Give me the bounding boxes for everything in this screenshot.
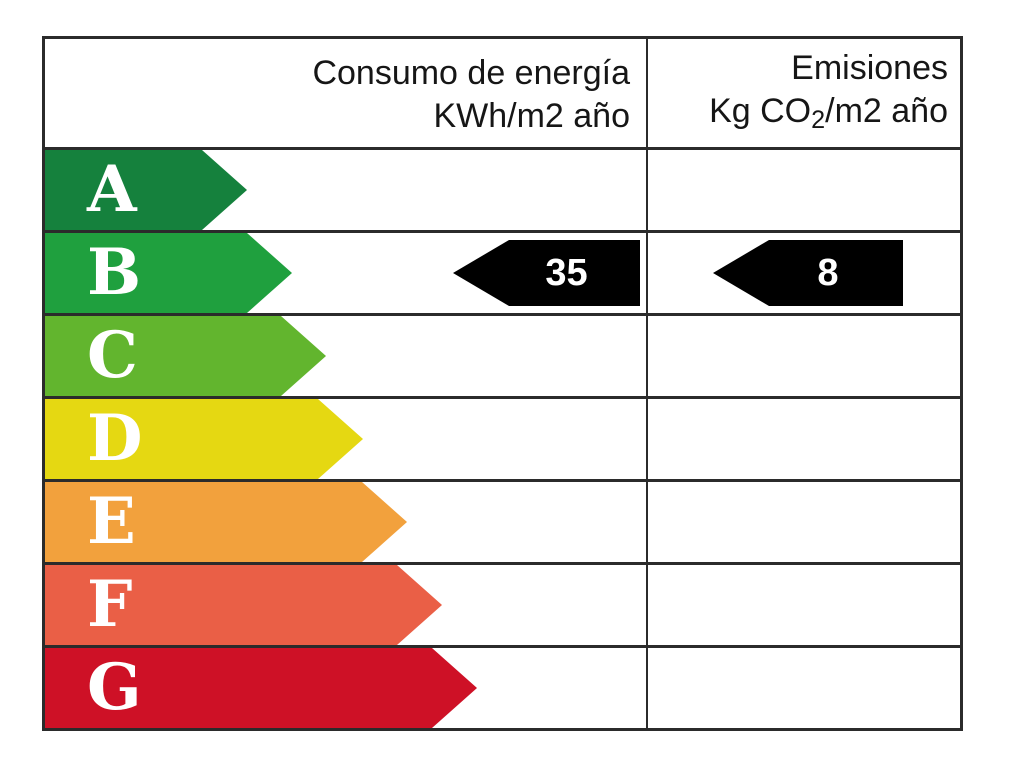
rating-band-arrow: D: [45, 399, 363, 479]
rating-letter: G: [87, 650, 142, 725]
rating-row-f: F: [45, 562, 960, 645]
emissions-cell: [648, 150, 960, 230]
rating-band-arrow: C: [45, 316, 326, 396]
consumption-cell: B 35: [45, 233, 648, 313]
consumption-header-cell: Consumo de energía KWh/m2 año: [45, 39, 648, 147]
emissions-unit-suffix: /m2 año: [825, 92, 948, 131]
rating-band-arrow: E: [45, 482, 407, 562]
rating-letter: E: [87, 484, 136, 559]
rating-row-d: D: [45, 396, 960, 479]
rating-letter: F: [87, 567, 133, 642]
rating-letter: D: [87, 401, 143, 476]
emissions-cell: [648, 482, 960, 562]
rating-row-e: E: [45, 479, 960, 562]
emissions-cell: [648, 565, 960, 645]
emissions-title: Emisiones: [791, 49, 948, 88]
rating-row-c: C: [45, 313, 960, 396]
emissions-cell: [648, 648, 960, 728]
consumption-value-arrow: 35: [453, 240, 640, 306]
energy-label-table: Consumo de energía KWh/m2 año Emisiones …: [42, 36, 963, 731]
rating-band-arrow: G: [45, 648, 477, 728]
consumption-unit: KWh/m2 año: [433, 97, 630, 135]
rating-letter: C: [87, 318, 138, 393]
emissions-cell: [648, 316, 960, 396]
emissions-header-cell: Emisiones Kg CO2/m2 año: [648, 39, 960, 147]
emissions-cell: 8: [648, 233, 960, 313]
rating-row-a: A: [45, 147, 960, 230]
consumption-cell: G: [45, 648, 648, 728]
rating-letter: A: [87, 152, 137, 227]
consumption-cell: E: [45, 482, 648, 562]
rating-letter: B: [87, 235, 142, 310]
rating-band-arrow: A: [45, 150, 247, 230]
consumption-cell: A: [45, 150, 648, 230]
table-header-row: Consumo de energía KWh/m2 año Emisiones …: [45, 39, 960, 147]
emissions-cell: [648, 399, 960, 479]
emissions-value-arrow: 8: [713, 240, 903, 306]
emissions-unit: Kg CO2/m2 año: [709, 90, 948, 142]
rating-row-b: B 35 8: [45, 230, 960, 313]
rating-band-arrow: F: [45, 565, 442, 645]
rating-row-g: G: [45, 645, 960, 728]
emissions-unit-subscript: 2: [811, 106, 826, 135]
emissions-unit-prefix: Kg CO: [709, 92, 812, 131]
consumption-cell: C: [45, 316, 648, 396]
consumption-cell: F: [45, 565, 648, 645]
rating-band-arrow: B: [45, 233, 292, 313]
consumption-cell: D: [45, 399, 648, 479]
consumption-title: Consumo de energía: [312, 54, 630, 92]
